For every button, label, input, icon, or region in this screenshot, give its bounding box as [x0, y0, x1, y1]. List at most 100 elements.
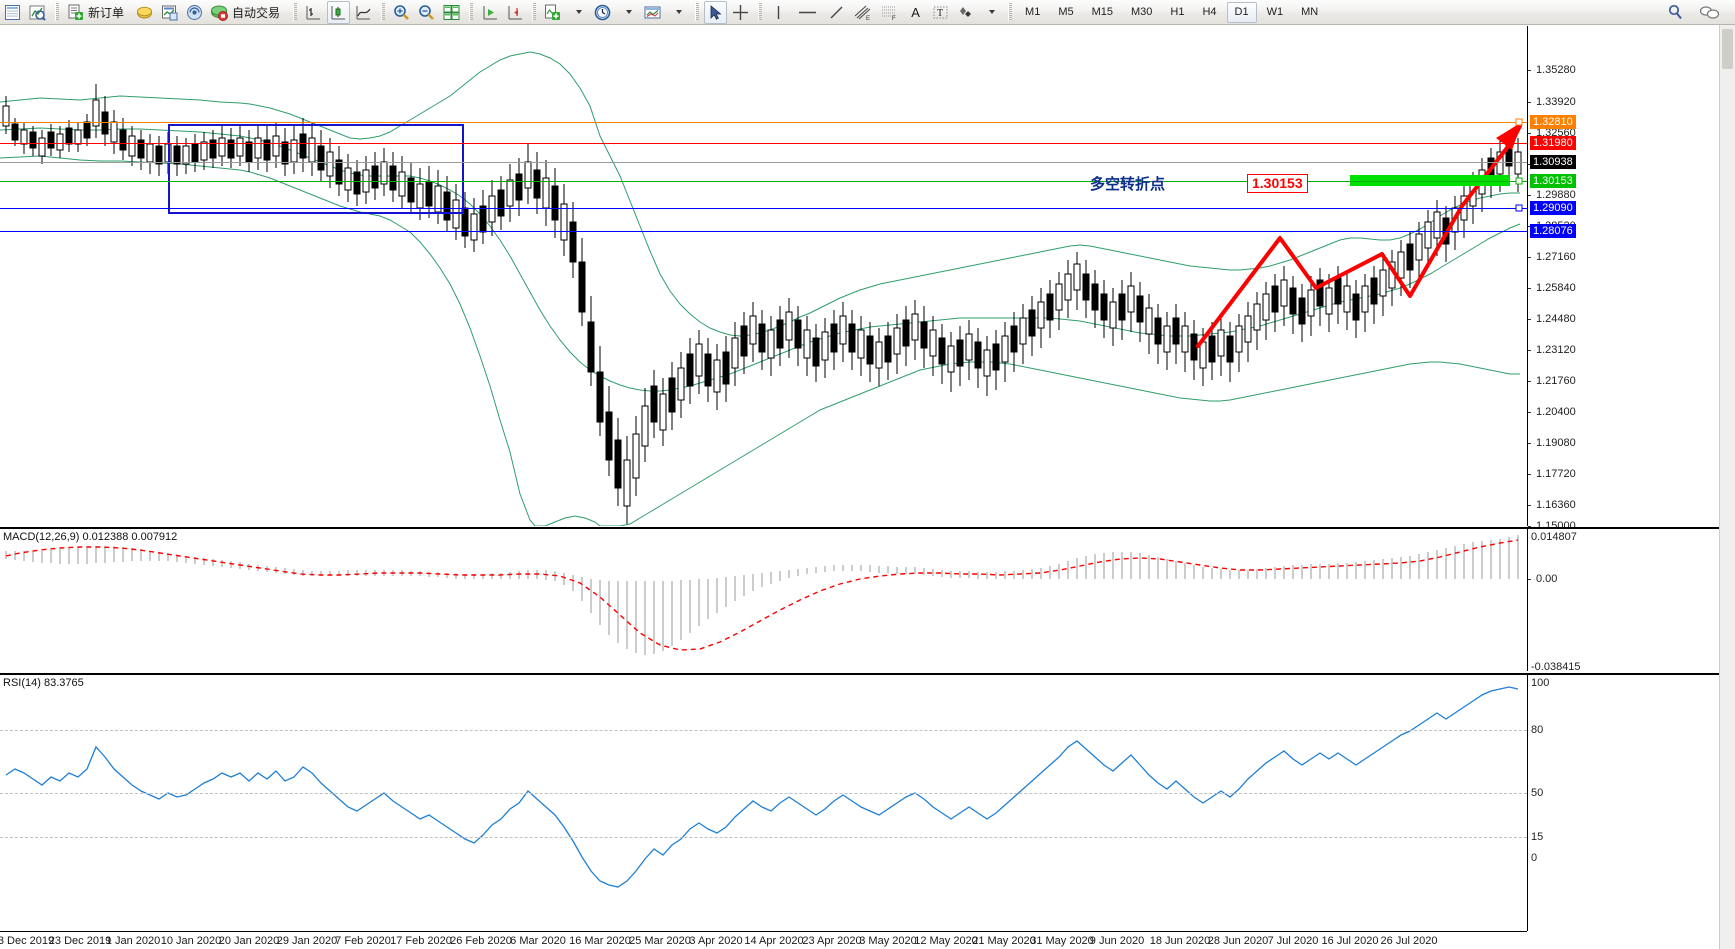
market-watch-icon[interactable]	[1, 1, 24, 24]
rsi-canvas[interactable]	[0, 675, 1719, 931]
text-label-icon[interactable]: T	[929, 1, 952, 24]
templates-dropdown-icon[interactable]	[666, 1, 689, 24]
vertical-line-icon[interactable]	[767, 1, 790, 24]
data-window-icon[interactable]	[26, 1, 49, 24]
price-tag-pivot[interactable]: 1.30153	[1530, 174, 1576, 188]
price-callout-box[interactable]: 1.30153	[1247, 174, 1308, 193]
price-tick: 1.24480	[1536, 313, 1576, 325]
auto-scroll-icon[interactable]	[478, 1, 501, 24]
order-level-handle[interactable]	[1515, 118, 1523, 126]
timeframe-m15[interactable]: M15	[1091, 5, 1113, 18]
price-tag-last-price[interactable]: 1.30938	[1530, 155, 1576, 169]
macd-axis[interactable]	[1527, 529, 1528, 671]
gold-icon[interactable]	[133, 1, 156, 24]
cursor-icon[interactable]	[704, 0, 728, 24]
timeframe-h1[interactable]: H1	[1170, 5, 1185, 18]
price-tag-order-level[interactable]: 1.32810	[1530, 115, 1576, 129]
date-tick: 18 Jun 2020	[1149, 935, 1211, 947]
bar-chart-icon[interactable]	[302, 1, 325, 24]
date-axis[interactable]: 3 Dec 2019 23 Dec 2019 1 Jan 2020 10 Jan…	[0, 931, 1527, 949]
consolidation-rectangle[interactable]	[168, 124, 464, 214]
resistance-line-1-31980[interactable]	[0, 143, 1527, 144]
support-line-1-29090[interactable]	[0, 208, 1527, 209]
price-axis[interactable]	[1527, 26, 1528, 526]
price-tag-support-2[interactable]: 1.28076	[1530, 224, 1576, 238]
date-tick: 29 Jan 2020	[276, 935, 338, 947]
date-tick: 23 Dec 2019	[48, 935, 112, 947]
indicators-dropdown-icon[interactable]	[566, 1, 589, 24]
support-line-1-28076[interactable]	[0, 231, 1527, 232]
turning-point-annotation[interactable]: 多空转折点	[1090, 176, 1166, 193]
last-price-line-1-30938[interactable]	[0, 162, 1527, 163]
scrollbar-thumb[interactable]	[1722, 29, 1733, 69]
search-icon[interactable]	[1664, 1, 1687, 24]
price-tag-support-1[interactable]: 1.29090	[1530, 201, 1576, 215]
timeframe-m5[interactable]: M5	[1058, 5, 1074, 18]
zoom-in-icon[interactable]	[390, 1, 413, 24]
timeframe-mn[interactable]: MN	[1301, 5, 1319, 18]
macd-tick: -0.038415	[1531, 661, 1581, 673]
price-tag-resistance[interactable]: 1.31980	[1530, 136, 1576, 150]
auto-trading-label: 自动交易	[232, 5, 281, 20]
indicators-icon[interactable]	[541, 1, 564, 24]
crosshair-icon[interactable]	[729, 1, 752, 24]
price-callout-text: 1.30153	[1252, 175, 1303, 191]
shapes-icon[interactable]	[954, 1, 977, 24]
chart-shift-icon[interactable]	[503, 1, 526, 24]
price-tick: 1.25840	[1536, 282, 1576, 294]
trendline-icon[interactable]	[825, 1, 848, 24]
rsi-pane[interactable]: RSI(14) 83.3765 100 80 50 15 0	[0, 673, 1719, 931]
candlestick-chart-icon[interactable]	[327, 0, 351, 24]
chat-icon[interactable]	[1696, 1, 1723, 24]
macd-pane[interactable]: MACD(12,26,9) 0.012388 0.007912	[0, 527, 1719, 673]
date-tick: 20 Jan 2020	[218, 935, 280, 947]
signals-icon[interactable]	[183, 1, 206, 24]
timeframe-m30[interactable]: M30	[1131, 5, 1153, 18]
terminal-icon[interactable]	[158, 1, 181, 24]
macd-svg	[5, 535, 1519, 655]
date-tick: 3 Dec 2019	[0, 935, 55, 947]
timeframe-d1[interactable]: D1	[1226, 1, 1257, 23]
support-level-handle[interactable]	[1515, 204, 1523, 212]
price-tick: 1.27160	[1536, 251, 1576, 263]
date-tick: 26 Jul 2020	[1380, 935, 1438, 947]
date-tick: 31 May 2020	[1030, 935, 1094, 947]
date-tick: 14 Apr 2020	[744, 935, 804, 947]
rsi-tick: 0	[1531, 852, 1538, 864]
tile-windows-icon[interactable]	[440, 1, 463, 24]
horizontal-line-icon[interactable]	[792, 1, 823, 24]
price-pane[interactable]: 多空转折点 1.30153 1.35280 1.33920 1.32560 1.…	[0, 26, 1719, 532]
rsi-title: RSI(14) 83.3765	[3, 677, 84, 689]
periods-icon[interactable]	[591, 1, 614, 24]
rsi-axis[interactable]	[1527, 675, 1528, 931]
equidistant-channel-icon[interactable]: E	[850, 1, 875, 24]
order-level-line-1-32810[interactable]	[0, 122, 1527, 123]
new-order-button[interactable]: 新订单	[64, 1, 131, 24]
svg-text:E: E	[866, 16, 870, 21]
line-chart-icon[interactable]	[352, 1, 375, 24]
date-tick: 12 May 2020	[914, 935, 978, 947]
timeframe-h4[interactable]: H4	[1202, 5, 1217, 18]
text-icon[interactable]: A	[904, 1, 927, 24]
pivot-line-1-30153[interactable]	[0, 181, 1527, 182]
auto-trading-button[interactable]: 自动交易	[208, 1, 287, 24]
price-pane-canvas[interactable]: 多空转折点 1.30153	[0, 26, 1719, 526]
shapes-dropdown-icon[interactable]	[979, 1, 1002, 24]
date-tick: 10 Jan 2020	[160, 935, 222, 947]
vertical-scrollbar[interactable]	[1719, 25, 1735, 949]
timeframe-m1[interactable]: M1	[1025, 5, 1041, 18]
rsi-tick: 100	[1531, 677, 1550, 689]
timeframe-w1[interactable]: W1	[1266, 5, 1284, 18]
price-tick: 1.21760	[1536, 375, 1576, 387]
macd-canvas[interactable]	[0, 529, 1719, 671]
pivot-level-handle[interactable]	[1515, 177, 1523, 185]
rsi-tick: 50	[1531, 787, 1544, 799]
templates-icon[interactable]	[641, 1, 664, 24]
date-tick: 3 Apr 2020	[689, 935, 743, 947]
fibonacci-icon[interactable]: F	[877, 1, 902, 24]
price-tick: 1.20400	[1536, 406, 1576, 418]
zoom-out-icon[interactable]	[415, 1, 438, 24]
pivot-zone-highlight[interactable]	[1350, 175, 1510, 186]
periods-dropdown-icon[interactable]	[616, 1, 639, 24]
